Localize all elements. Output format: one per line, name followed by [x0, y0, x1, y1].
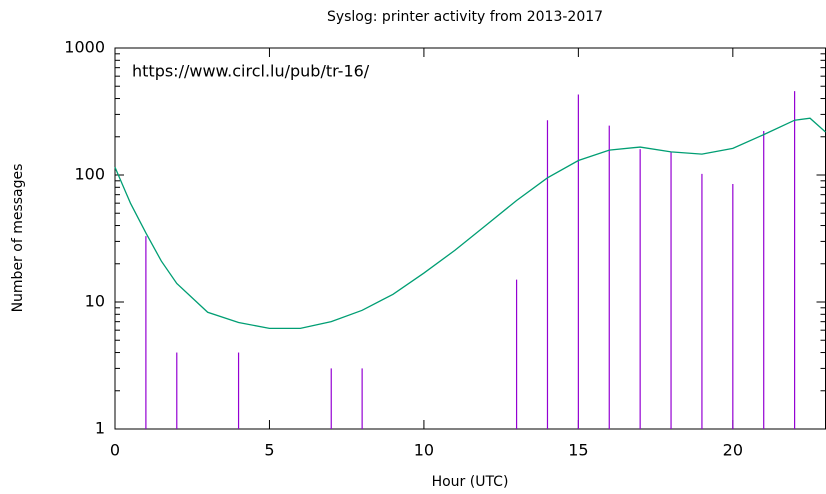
- y-tick-label: 100: [74, 165, 105, 184]
- fit-curve: [114, 117, 826, 330]
- x-tick-label: 0: [110, 441, 120, 460]
- annotation: https://www.circl.lu/pub/tr-16/: [132, 62, 370, 81]
- y-axis-label: Number of messages: [10, 164, 26, 313]
- chart-title: Syslog: printer activity from 2013-2017: [327, 9, 603, 25]
- x-tick-label: 20: [723, 441, 743, 460]
- x-axis-label: Hour (UTC): [432, 474, 509, 490]
- y-tick-label: 1: [95, 419, 105, 438]
- y-tick-label: 1000: [64, 38, 105, 57]
- x-tick-label: 10: [414, 441, 434, 460]
- x-tick-label: 15: [568, 441, 588, 460]
- y-tick-label: 10: [85, 292, 105, 311]
- x-tick-label: 5: [264, 441, 274, 460]
